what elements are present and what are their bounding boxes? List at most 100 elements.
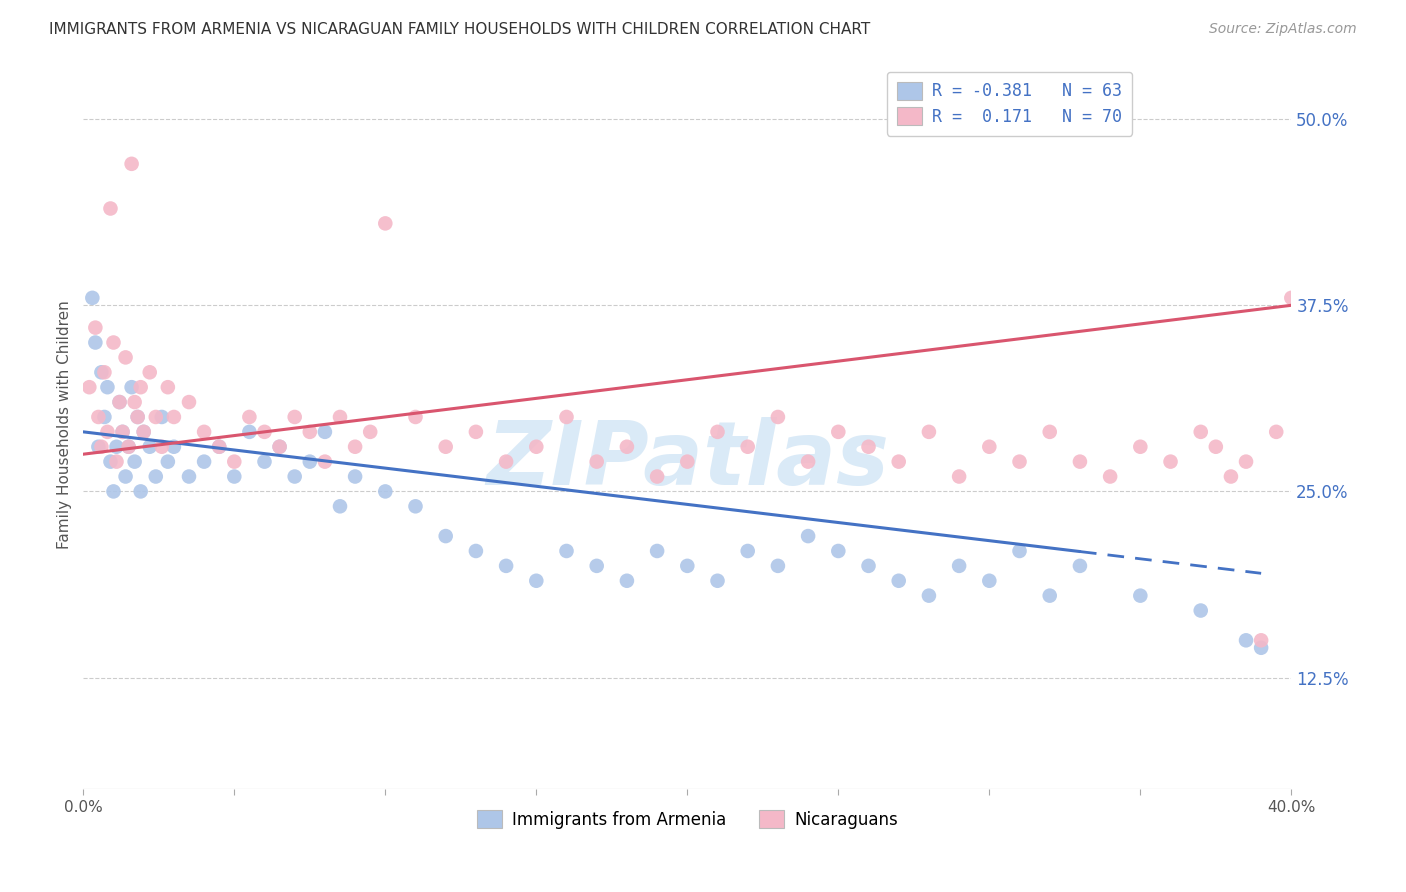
Point — [1234, 633, 1257, 648]
Point — [585, 455, 607, 469]
Point — [524, 440, 547, 454]
Point — [238, 425, 260, 439]
Point — [105, 455, 128, 469]
Point — [797, 455, 820, 469]
Point — [111, 425, 134, 439]
Point — [93, 409, 115, 424]
Point — [284, 409, 307, 424]
Point — [96, 380, 118, 394]
Point — [114, 469, 136, 483]
Point — [269, 440, 291, 454]
Point — [1205, 440, 1227, 454]
Point — [887, 455, 910, 469]
Point — [737, 440, 759, 454]
Point — [918, 425, 941, 439]
Point — [150, 440, 173, 454]
Point — [93, 365, 115, 379]
Point — [87, 440, 110, 454]
Point — [766, 558, 789, 573]
Point — [127, 409, 149, 424]
Point — [827, 425, 849, 439]
Point — [177, 469, 200, 483]
Point — [84, 320, 107, 334]
Point — [1039, 425, 1062, 439]
Point — [163, 440, 186, 454]
Point — [405, 500, 427, 514]
Point — [524, 574, 547, 588]
Point — [103, 484, 125, 499]
Point — [82, 291, 104, 305]
Point — [150, 409, 173, 424]
Point — [124, 455, 146, 469]
Point — [979, 574, 1001, 588]
Point — [156, 455, 179, 469]
Point — [193, 425, 215, 439]
Point — [797, 529, 820, 543]
Point — [1279, 291, 1302, 305]
Point — [359, 425, 381, 439]
Point — [253, 455, 276, 469]
Point — [79, 380, 101, 394]
Point — [329, 409, 352, 424]
Point — [1189, 425, 1212, 439]
Point — [1069, 558, 1091, 573]
Point — [329, 500, 352, 514]
Point — [1008, 544, 1031, 558]
Point — [269, 440, 291, 454]
Text: ZIPatlas: ZIPatlas — [486, 417, 889, 504]
Point — [1189, 603, 1212, 617]
Point — [284, 469, 307, 483]
Point — [1265, 425, 1288, 439]
Point — [495, 455, 517, 469]
Point — [344, 469, 367, 483]
Point — [96, 425, 118, 439]
Point — [887, 574, 910, 588]
Point — [1234, 455, 1257, 469]
Point — [1129, 440, 1152, 454]
Point — [1129, 589, 1152, 603]
Point — [434, 440, 457, 454]
Point — [111, 425, 134, 439]
Y-axis label: Family Households with Children: Family Households with Children — [58, 300, 72, 549]
Point — [124, 395, 146, 409]
Point — [1250, 640, 1272, 655]
Point — [827, 544, 849, 558]
Point — [108, 395, 131, 409]
Point — [374, 484, 396, 499]
Point — [127, 409, 149, 424]
Point — [616, 574, 638, 588]
Point — [766, 409, 789, 424]
Point — [434, 529, 457, 543]
Point — [585, 558, 607, 573]
Point — [405, 409, 427, 424]
Point — [1099, 469, 1122, 483]
Point — [132, 425, 155, 439]
Point — [858, 440, 880, 454]
Point — [495, 558, 517, 573]
Point — [208, 440, 231, 454]
Point — [145, 469, 167, 483]
Point — [156, 380, 179, 394]
Point — [138, 440, 160, 454]
Point — [645, 544, 668, 558]
Text: IMMIGRANTS FROM ARMENIA VS NICARAGUAN FAMILY HOUSEHOLDS WITH CHILDREN CORRELATIO: IMMIGRANTS FROM ARMENIA VS NICARAGUAN FA… — [49, 22, 870, 37]
Point — [979, 440, 1001, 454]
Point — [344, 440, 367, 454]
Point — [858, 558, 880, 573]
Point — [298, 455, 321, 469]
Point — [129, 380, 152, 394]
Point — [163, 409, 186, 424]
Point — [1069, 455, 1091, 469]
Point — [676, 455, 699, 469]
Point — [1008, 455, 1031, 469]
Point — [177, 395, 200, 409]
Point — [918, 589, 941, 603]
Point — [1039, 589, 1062, 603]
Point — [616, 440, 638, 454]
Point — [108, 395, 131, 409]
Point — [374, 216, 396, 230]
Point — [645, 469, 668, 483]
Point — [114, 351, 136, 365]
Point — [555, 409, 578, 424]
Point — [676, 558, 699, 573]
